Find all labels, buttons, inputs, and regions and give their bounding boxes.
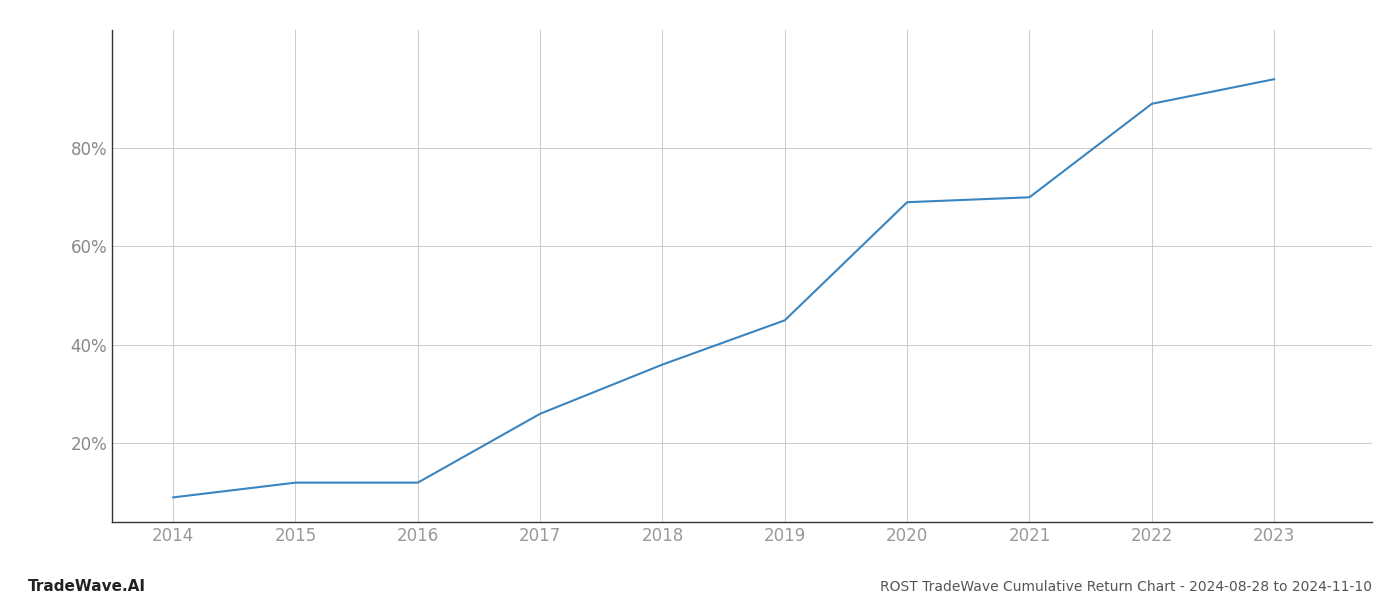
Text: ROST TradeWave Cumulative Return Chart - 2024-08-28 to 2024-11-10: ROST TradeWave Cumulative Return Chart -… xyxy=(881,580,1372,594)
Text: TradeWave.AI: TradeWave.AI xyxy=(28,579,146,594)
